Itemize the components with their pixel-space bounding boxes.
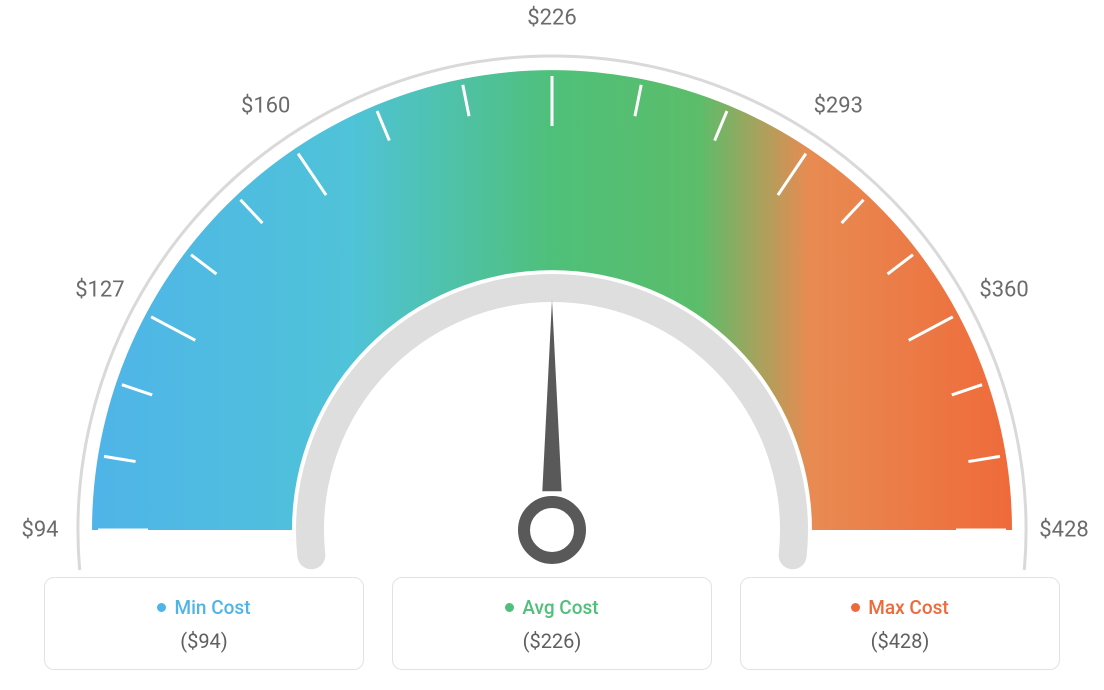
legend-title-max: Max Cost xyxy=(851,596,948,619)
scale-label: $127 xyxy=(75,277,124,302)
legend-card-min: Min Cost ($94) xyxy=(44,577,364,670)
legend-value-avg: ($226) xyxy=(403,629,701,653)
legend-label: Max Cost xyxy=(868,596,948,619)
legend-title-avg: Avg Cost xyxy=(505,596,598,619)
dot-icon xyxy=(157,603,166,612)
legend-card-max: Max Cost ($428) xyxy=(740,577,1060,670)
dot-icon xyxy=(505,603,514,612)
scale-label: $293 xyxy=(814,93,863,118)
gauge-chart: $94 $127 $160 $226 $293 $360 $428 xyxy=(0,0,1104,560)
dot-icon xyxy=(851,603,860,612)
legend-label: Avg Cost xyxy=(522,596,598,619)
scale-label: $360 xyxy=(979,277,1028,302)
legend-label: Min Cost xyxy=(174,596,250,619)
legend-row: Min Cost ($94) Avg Cost ($226) Max Cost … xyxy=(0,577,1104,670)
scale-label: $226 xyxy=(527,6,576,31)
legend-card-avg: Avg Cost ($226) xyxy=(392,577,712,670)
legend-value-min: ($94) xyxy=(55,629,353,653)
legend-title-min: Min Cost xyxy=(157,596,250,619)
gauge-svg xyxy=(22,10,1082,570)
scale-label: $428 xyxy=(1039,518,1088,543)
scale-label: $94 xyxy=(21,518,58,543)
scale-label: $160 xyxy=(241,93,290,118)
legend-value-max: ($428) xyxy=(751,629,1049,653)
